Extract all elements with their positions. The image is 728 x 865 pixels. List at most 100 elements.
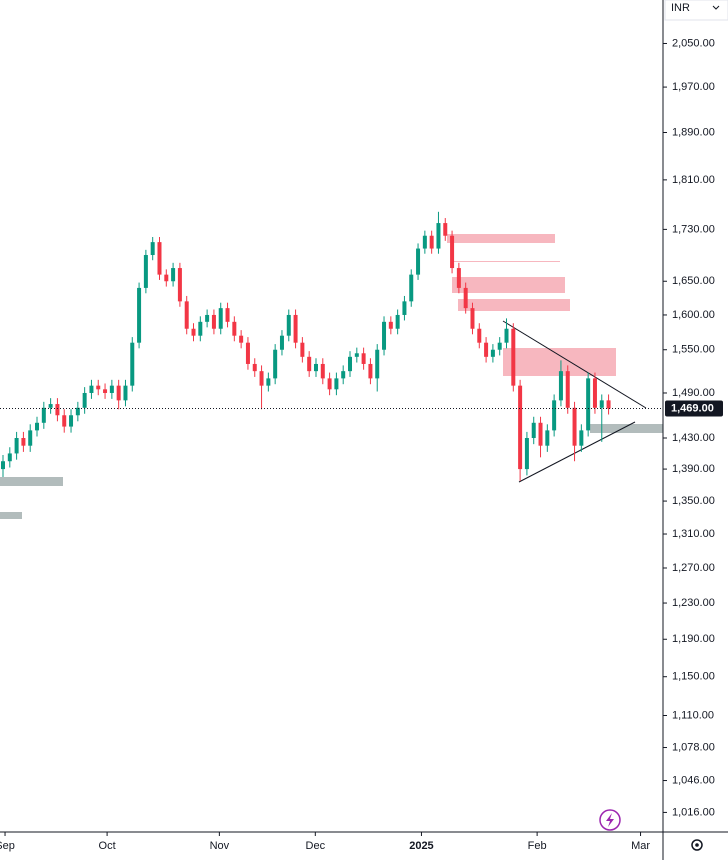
candle-body xyxy=(307,356,312,372)
y-tick-label: 1,110.00 xyxy=(672,709,714,721)
candle-body xyxy=(171,268,176,282)
candle-body xyxy=(211,314,216,329)
y-tick-label: 1,016.00 xyxy=(672,806,715,818)
candle-body xyxy=(191,328,196,336)
candle-body xyxy=(348,356,353,372)
candle-body xyxy=(477,328,482,343)
dropdown-caret[interactable] xyxy=(712,5,720,10)
candle-body xyxy=(123,385,128,401)
candle-body xyxy=(436,223,441,249)
candle-body xyxy=(150,242,155,256)
candle-body xyxy=(592,378,597,408)
y-tick-label: 1,890.00 xyxy=(672,126,715,138)
candle-body xyxy=(0,461,5,470)
candle-body xyxy=(198,321,203,336)
candle-body xyxy=(416,248,421,275)
candle-body xyxy=(143,255,148,288)
candle-body xyxy=(28,430,33,446)
candle-body xyxy=(409,274,414,302)
candle-body xyxy=(266,378,271,386)
trendline xyxy=(502,320,647,409)
candle-body xyxy=(524,438,529,470)
candle-body xyxy=(463,287,468,309)
candle-body xyxy=(130,342,135,386)
y-tick-label: 1,970.00 xyxy=(672,81,715,93)
x-tick-label: Dec xyxy=(306,840,326,852)
candle-body xyxy=(361,353,366,364)
x-tick-label: Oct xyxy=(99,840,116,852)
y-tick-label: 1,190.00 xyxy=(672,633,715,645)
candle-body xyxy=(35,422,40,431)
currency-label[interactable]: INR xyxy=(671,2,690,14)
candle-body xyxy=(41,407,46,423)
y-tick-label: 1,550.00 xyxy=(672,344,715,356)
candle-body xyxy=(313,363,318,372)
candle-body xyxy=(293,314,298,343)
candle-body xyxy=(259,371,264,386)
candle-body xyxy=(96,385,101,390)
demand-zone xyxy=(0,477,63,486)
candle-body xyxy=(354,353,359,357)
candle-body xyxy=(334,378,339,390)
last-price-box xyxy=(665,400,723,417)
y-tick-label: 1,230.00 xyxy=(672,597,715,609)
candle-body xyxy=(422,235,427,249)
settings[interactable] xyxy=(691,839,703,851)
candle-body xyxy=(606,400,611,409)
candle-body xyxy=(565,371,570,408)
candle-body xyxy=(239,335,244,343)
x-tick-label: Mar xyxy=(631,840,650,852)
candle-body xyxy=(552,400,557,431)
candle-body xyxy=(164,274,169,282)
candle-body xyxy=(341,371,346,379)
candle-body xyxy=(538,422,543,446)
y-tick-label: 1,430.00 xyxy=(672,432,715,444)
y-tick-label: 1,078.00 xyxy=(672,741,715,753)
supply-zone xyxy=(453,261,560,262)
candle-body xyxy=(205,314,210,322)
candle-body xyxy=(55,404,60,416)
candle-body xyxy=(89,385,94,393)
candle-body xyxy=(69,415,74,427)
candle-body xyxy=(490,349,495,357)
supply-zone xyxy=(447,234,555,243)
candle-body xyxy=(450,235,455,269)
lightning-icon xyxy=(606,813,614,827)
y-tick-label: 1,810.00 xyxy=(672,174,715,186)
candle-body xyxy=(7,453,12,462)
drawings xyxy=(0,234,663,519)
y-tick-label: 1,730.00 xyxy=(672,223,715,235)
candle-body xyxy=(504,328,509,343)
candle-body xyxy=(484,342,489,357)
candle-body xyxy=(184,301,189,329)
candle-body xyxy=(245,342,250,364)
candle-body xyxy=(511,328,516,386)
candle-body xyxy=(327,378,332,390)
y-tick-label: 2,050.00 xyxy=(672,37,715,49)
currency-menu[interactable]: INR xyxy=(664,0,728,21)
candle-body xyxy=(388,321,393,329)
candle-body xyxy=(273,349,278,379)
candle-body xyxy=(558,371,563,401)
candle-body xyxy=(456,268,461,288)
candle-body xyxy=(286,314,291,336)
candle-body xyxy=(82,392,87,408)
candle-body xyxy=(62,415,67,427)
candle-body xyxy=(579,430,584,446)
candle-body xyxy=(157,242,162,275)
quick-action[interactable] xyxy=(599,809,621,831)
x-tick-label: Feb xyxy=(528,840,547,852)
settings-icon[interactable] xyxy=(691,839,703,851)
currency-button[interactable] xyxy=(664,0,728,21)
supply-zone xyxy=(452,277,565,293)
candle-body xyxy=(252,363,257,372)
candle-body xyxy=(137,287,142,343)
x-tick-label: 2025 xyxy=(409,840,433,852)
candle-body xyxy=(320,363,325,379)
y-tick-label: 1,150.00 xyxy=(672,671,715,683)
candle-body xyxy=(109,385,114,393)
candle-body xyxy=(382,321,387,350)
candle-body xyxy=(14,438,19,454)
candle-body xyxy=(531,422,536,439)
